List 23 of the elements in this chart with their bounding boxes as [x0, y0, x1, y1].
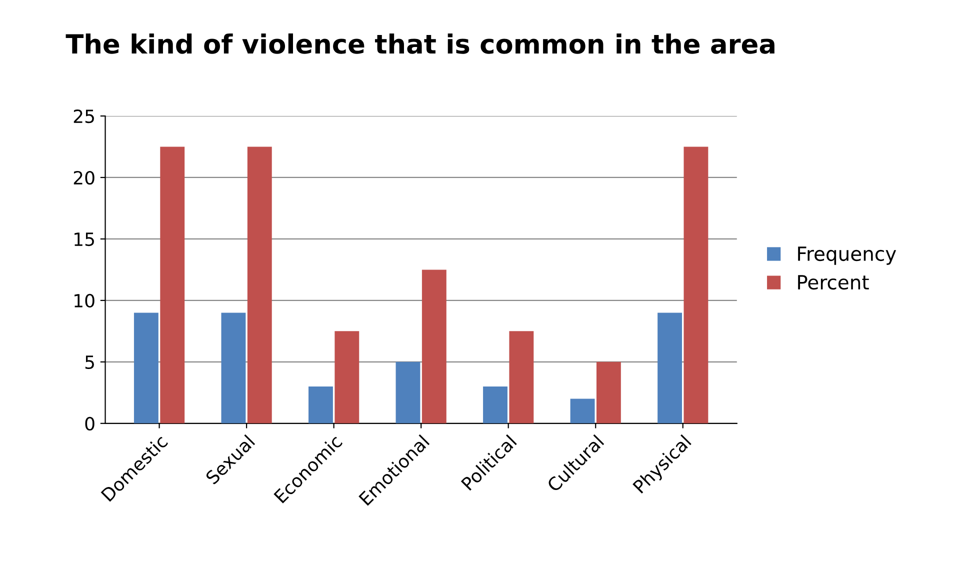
bar — [247, 146, 272, 424]
bar — [134, 312, 158, 424]
bar — [570, 398, 595, 424]
bar — [596, 362, 621, 424]
bar — [160, 146, 185, 424]
legend-label: Percent — [798, 275, 869, 290]
bar — [308, 386, 333, 424]
bar — [509, 331, 534, 424]
chart-title: The kind of violence that is common in the area — [66, 33, 774, 54]
bar — [483, 386, 508, 424]
y-tick-label: 25 — [74, 109, 94, 124]
y-tick-label: 0 — [85, 416, 94, 431]
bar — [422, 270, 446, 424]
y-tick-label: 5 — [85, 356, 94, 370]
bar — [334, 331, 360, 424]
bar — [658, 312, 682, 424]
legend-label: Frequency — [798, 246, 896, 265]
bar — [221, 312, 246, 424]
bar — [684, 146, 708, 424]
y-tick-label: 15 — [74, 232, 94, 246]
y-tick-label: 10 — [74, 294, 94, 308]
bar — [396, 362, 420, 424]
y-tick-label: 20 — [74, 170, 94, 185]
